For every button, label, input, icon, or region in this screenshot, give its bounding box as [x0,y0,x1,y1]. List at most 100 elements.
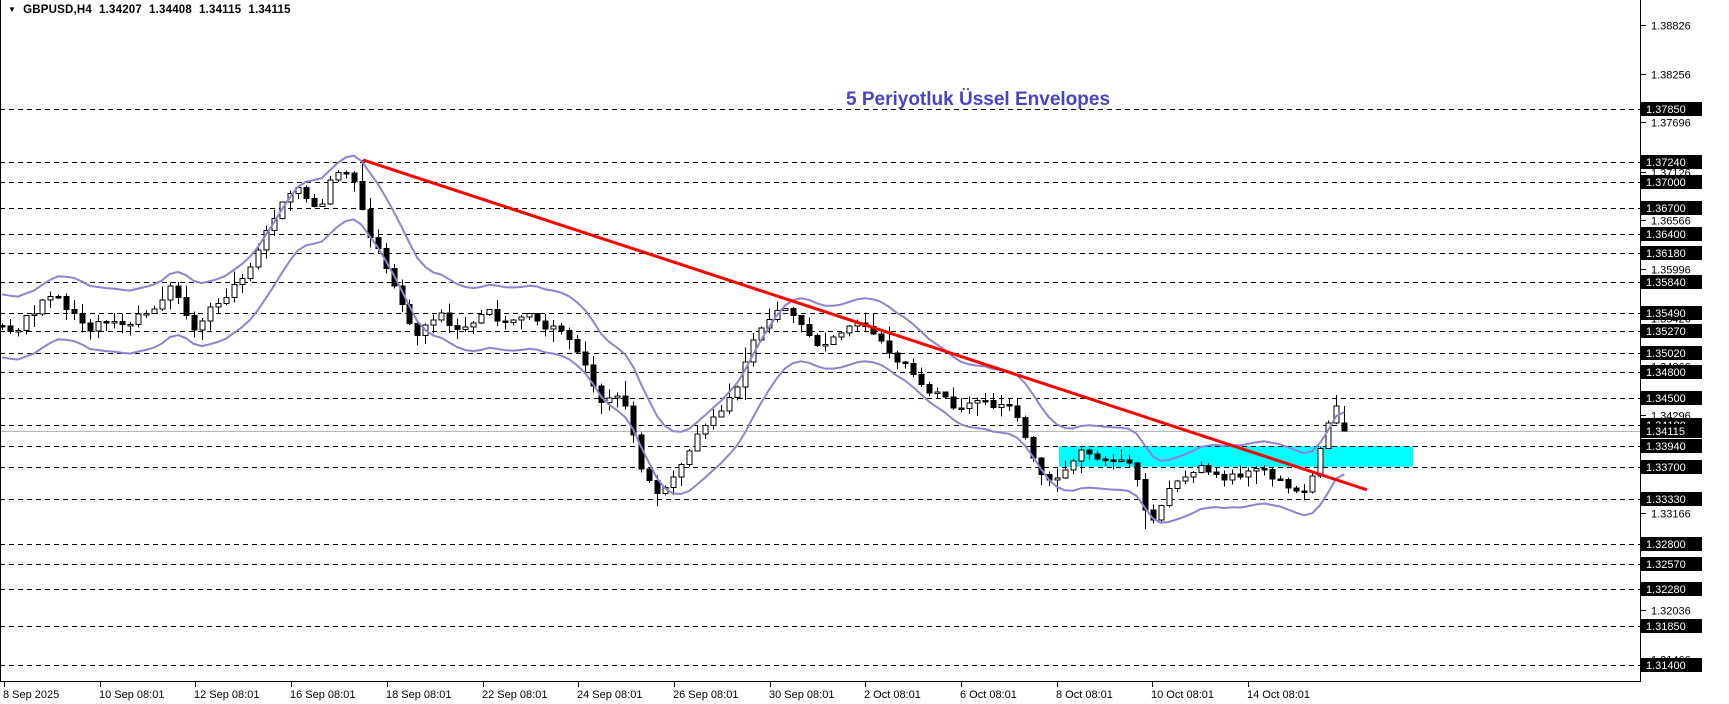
envelope-lower-line[interactable] [1,218,1345,524]
price-level-label: 1.31400 [1646,660,1686,672]
candle-body [167,285,174,301]
candle-body [718,410,725,418]
candle-body [918,374,925,385]
envelope-upper-line[interactable] [1,154,1345,462]
ohlc-close: 1.34115 [248,4,291,16]
candle-body [558,325,565,331]
candle-body [231,283,238,299]
candle-body [966,402,973,410]
price-level-label-box [1641,227,1702,241]
chart-title-annotation[interactable]: 5 Periyotluk Üssel Envelopes [846,89,1111,110]
candle-body [518,316,525,321]
candle-body [1054,477,1061,481]
candle-body [79,312,86,324]
price-level-label: 1.35270 [1646,326,1686,338]
price-level-label-box [1641,201,1702,215]
price-level-label-box [1641,557,1702,571]
price-level-label-box [1641,365,1702,379]
time-axis-label: 2 Oct 08:01 [864,689,921,701]
candle-body [0,324,6,328]
candle-body [1325,422,1332,449]
price-scale-label: 1.38826 [1651,21,1691,33]
candle-body [1221,473,1228,481]
time-axis-label: 22 Sep 08:01 [482,689,547,701]
candle-body [1341,422,1348,432]
candle-body [1078,449,1085,462]
price-level-label-box [1641,346,1702,360]
price-level-label: 1.37850 [1646,104,1686,116]
candle-body [838,332,845,338]
candle-body [582,351,589,366]
symbol-dropdown-icon[interactable]: ▼ [8,5,17,14]
candle-body [95,321,102,332]
price-level-label: 1.33940 [1646,441,1686,453]
price-scale-label: 1.33166 [1651,509,1691,521]
candle-body [1102,458,1109,462]
candle-body [319,203,326,207]
candle-body [239,278,246,285]
candle-body [494,309,501,322]
candle-body [702,425,709,435]
candle-body [1110,459,1117,463]
candle-body [438,312,445,321]
bid-price-label-box [1641,424,1702,438]
time-axis-label: 8 Sep 2025 [3,689,59,701]
candle-body [942,391,949,398]
price-level-label: 1.31850 [1646,621,1686,633]
candle-body [910,363,917,376]
price-level-label: 1.37240 [1646,157,1686,169]
time-axis-label: 8 Oct 08:01 [1056,689,1113,701]
candle-body [734,386,741,398]
price-scale-label: 1.38256 [1651,70,1691,82]
candle-body [1166,488,1173,507]
candle-body [814,335,821,346]
candle-body [550,325,557,330]
candle-body [55,296,62,299]
candle-body [1126,459,1133,464]
candle-body [830,336,837,345]
candle-body [902,361,909,365]
price-level-label-box [1641,439,1702,453]
candle-body [654,480,661,494]
price-level-label-box [1641,658,1702,672]
candle-body [199,320,206,331]
descending-trendline[interactable] [362,158,1368,492]
time-axis-label: 26 Sep 08:01 [673,689,738,701]
price-level-label: 1.36700 [1646,203,1686,215]
candle-body [255,249,262,268]
time-axis-label: 12 Sep 08:01 [194,689,259,701]
candle-body [1229,473,1236,481]
candle-body [566,329,573,340]
candle-body [183,296,190,316]
price-scale-label: 1.32036 [1651,606,1691,618]
time-axis-label: 30 Sep 08:01 [769,689,834,701]
candle-body [127,324,134,327]
price-level-label: 1.35840 [1646,277,1686,289]
candle-body [1182,476,1189,482]
price-level-label: 1.36180 [1646,248,1686,260]
candle-body [982,399,989,403]
candle-body [191,314,198,331]
candle-body [694,433,701,452]
highlight-zone-rectangle[interactable] [1059,446,1413,467]
candle-body [359,181,366,211]
candle-body [454,324,461,331]
candle-body [974,399,981,404]
time-axis-label: 10 Oct 08:01 [1151,689,1214,701]
time-axis-label: 6 Oct 08:01 [960,689,1017,701]
candle-body [31,313,38,317]
price-level-label-box [1641,619,1702,633]
candle-body [159,299,166,310]
candle-body [470,322,477,328]
candle-body [526,313,533,318]
time-axis-label: 10 Sep 08:01 [99,689,164,701]
price-level-label: 1.37000 [1646,177,1686,189]
candle-body [646,468,653,482]
candle-body [111,321,118,324]
candle-body [1134,462,1141,481]
candle-body [87,322,94,332]
time-axis-label: 16 Sep 08:01 [290,689,355,701]
bid-price-label: 1.34115 [1646,426,1685,438]
candle-body [103,321,110,324]
